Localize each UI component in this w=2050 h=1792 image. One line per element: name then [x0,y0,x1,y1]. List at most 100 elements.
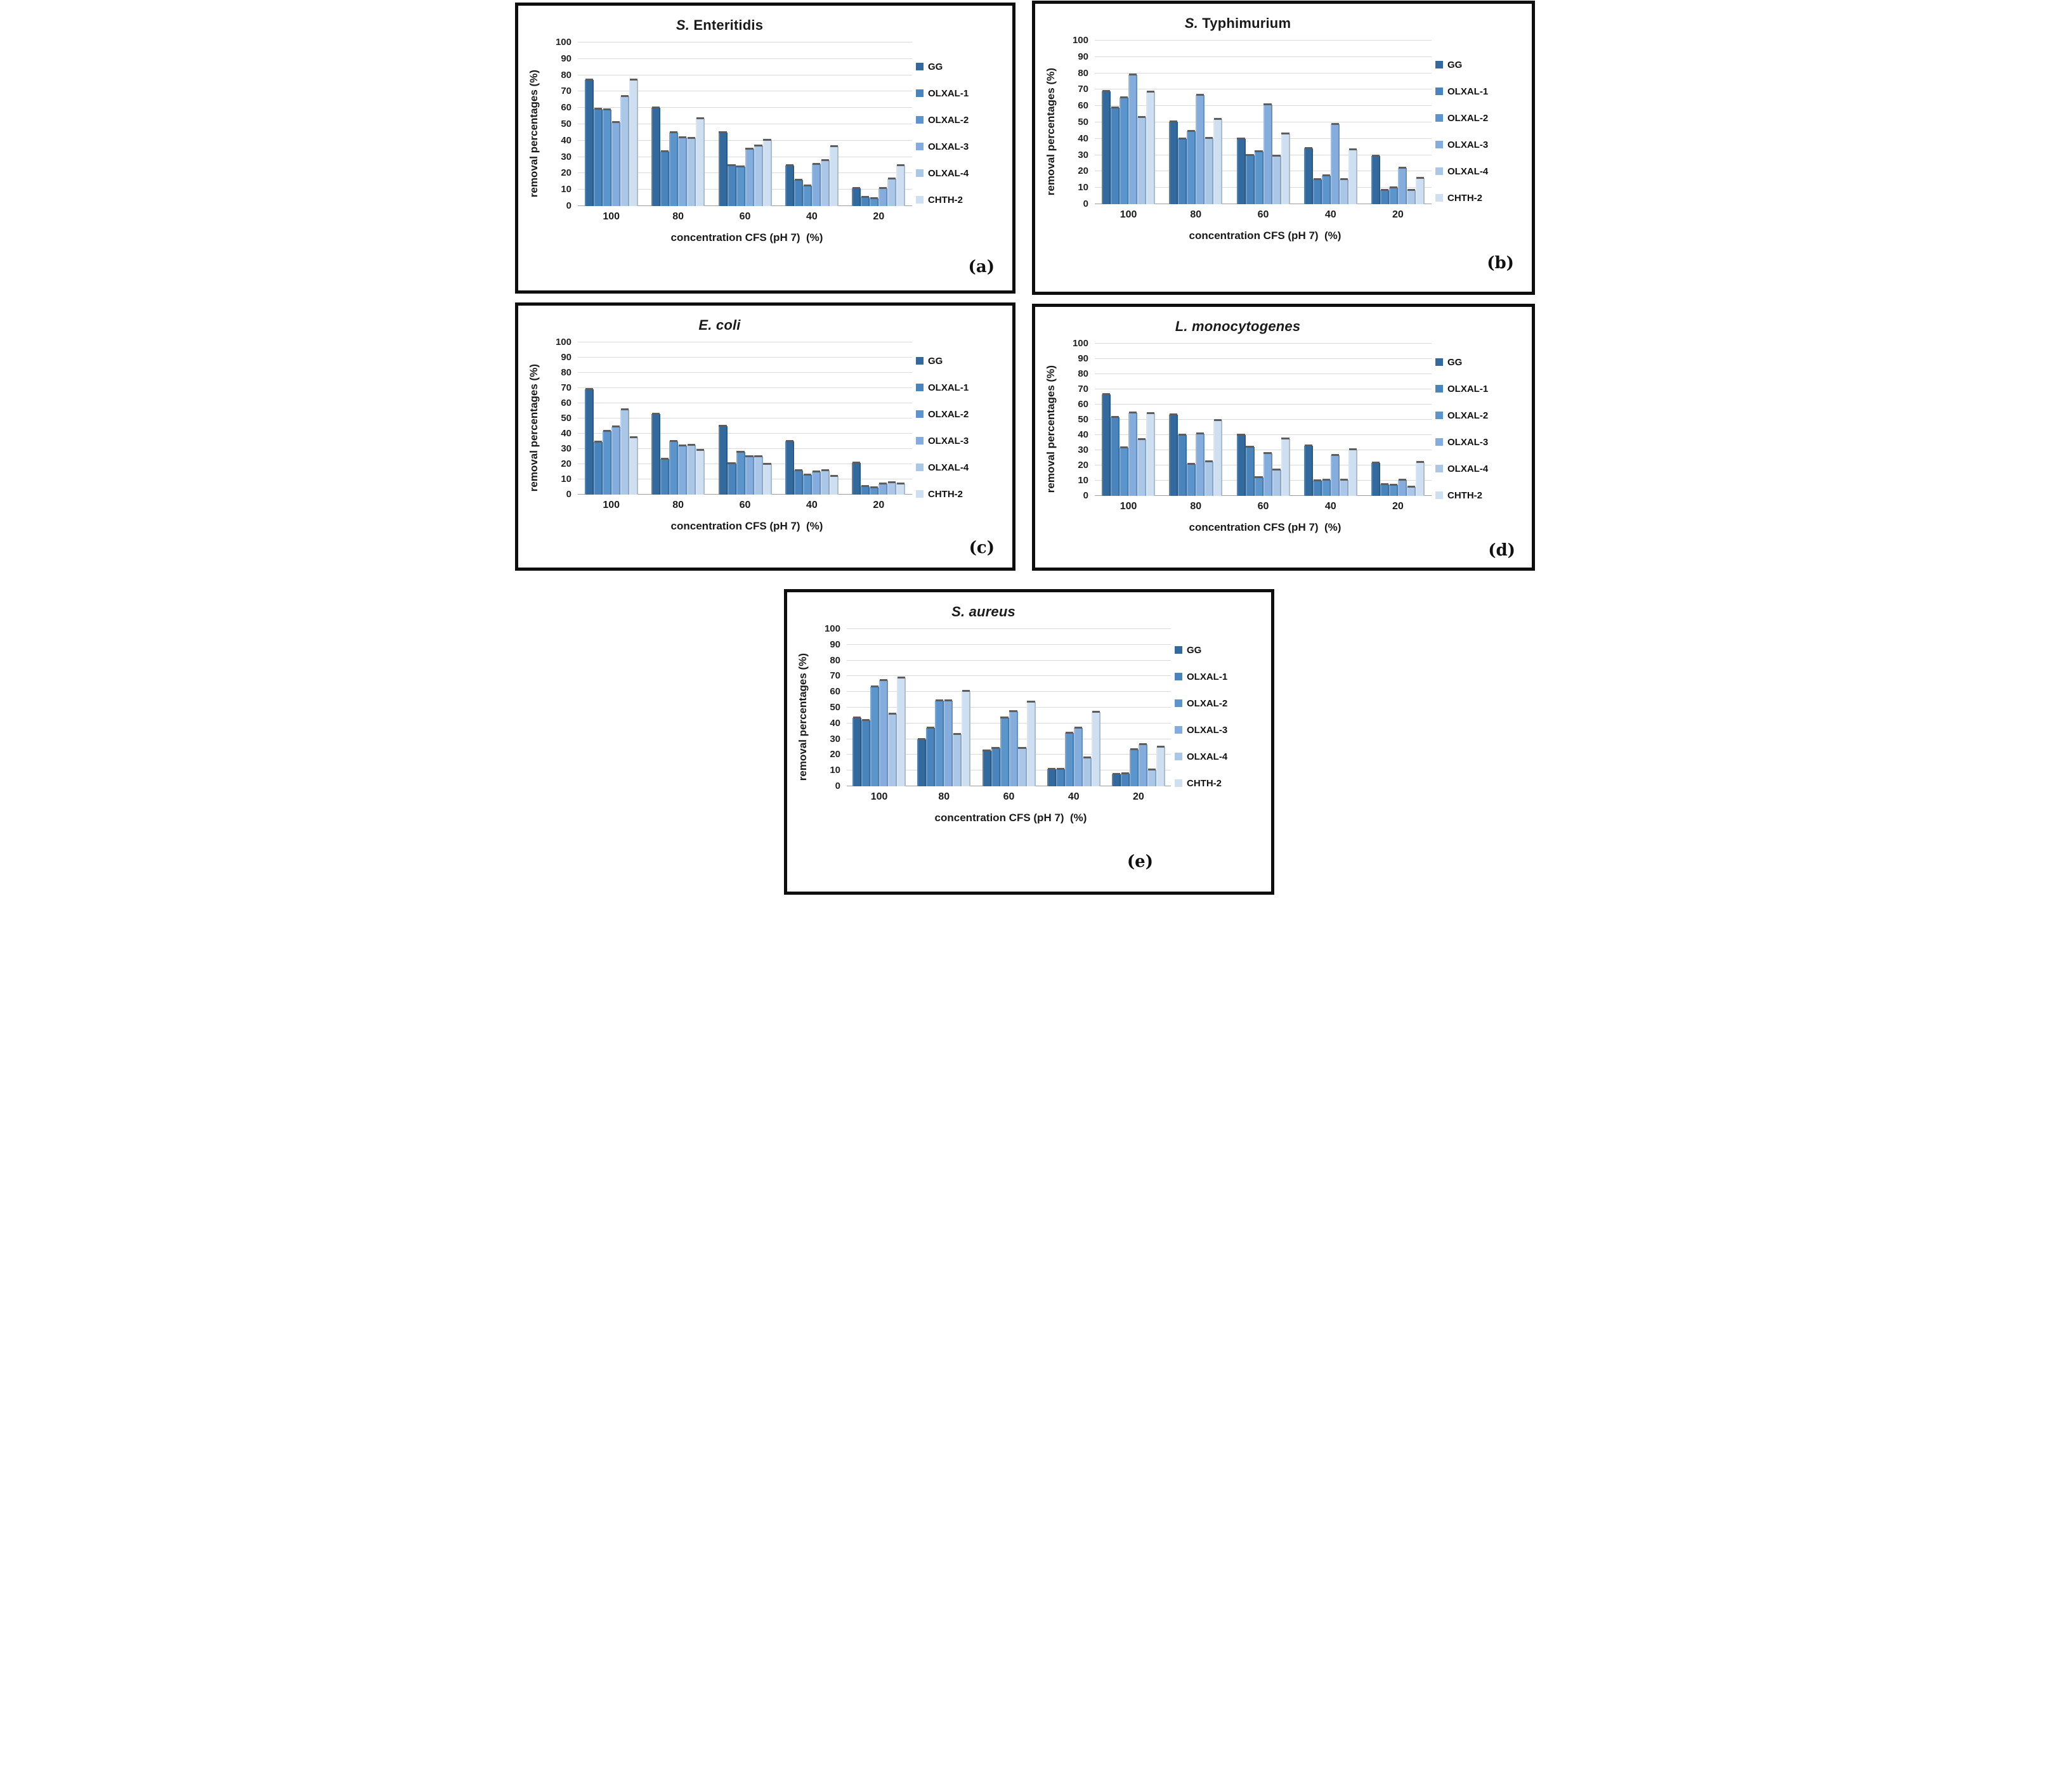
error-bar-cap [1322,174,1330,176]
y-tick-label: 50 [830,702,840,713]
error-bar-cap [1009,710,1017,713]
error-bar-cap [1121,772,1129,775]
bar-chth-2-40 [1348,148,1357,204]
error-bar-cap [927,727,935,729]
bar-olxal-1-80 [660,150,670,206]
bar-chth-2-40 [1348,448,1357,496]
y-tick-label: 70 [561,382,571,393]
bar-chth-2-80 [1213,117,1223,204]
x-tick-label: 60 [1003,791,1015,802]
error-bar-cap [1170,413,1178,415]
plot-column: 0 10 20 30 40 50 60 70 80 90 100 100 80 60 40 20 concent… [814,624,1175,892]
error-bar-cap [728,164,736,166]
bar-olxal-1-100 [1111,106,1120,204]
error-bar-cap [688,136,696,139]
chart-body: removal percentages (%) 0 10 20 30 40 50 60 70 80… [1040,36,1525,292]
legend-swatch-icon [916,490,924,498]
legend-label: GG [1187,644,1202,656]
error-bar-cap [1130,748,1138,750]
legend-item-olxal-2: OLXAL-2 [1435,410,1525,421]
legend-swatch-icon [1435,385,1443,393]
x-tick-label: 60 [739,500,751,510]
error-bar-cap [652,107,660,109]
bar-olxal-4-60 [1272,469,1281,496]
bar-olxal-2-40 [802,184,812,206]
error-bar-cap [1214,419,1222,422]
bar-chth-2-80 [962,689,971,786]
error-bar-cap [603,108,611,110]
legend: GG OLXAL-1 OLXAL-2 OLXAL-3 OLXAL-4 CHTH-2 [916,351,1006,503]
y-tick-label: 40 [1078,429,1088,440]
y-tick-label: 70 [561,86,571,97]
legend-swatch-icon [1175,673,1182,680]
plot-area: 0 10 20 30 40 50 60 70 80 90 100 [556,337,912,500]
error-bar-cap [936,699,944,701]
x-axis-label: concentration CFS (pH 7) (%) [670,231,823,243]
bar-group-40 [778,42,845,206]
legend-label: OLXAL-1 [1187,671,1228,682]
bar-gg-100 [1102,89,1111,204]
bar-olxal-1-60 [1245,446,1255,496]
bar-group-20 [845,42,912,206]
error-bar-cap [1304,444,1312,446]
bar-chth-2-40 [829,475,839,495]
error-bar-cap [1027,701,1035,703]
legend-item-olxal-4: OLXAL-4 [916,462,1006,473]
error-bar-cap [870,486,878,489]
bar-olxal-1-60 [727,462,736,495]
bar-olxal-4-100 [1137,438,1147,496]
legend-swatch-icon [1435,438,1443,446]
bar-olxal-3-80 [1196,94,1205,204]
bar-olxal-1-80 [1178,137,1187,204]
gridline [847,628,1171,629]
y-tick-label: 80 [1078,368,1088,379]
y-tick-label: 30 [1078,149,1088,160]
chart-title-species: S. [676,17,690,33]
x-tick-label: 20 [1133,791,1144,802]
bar-olxal-4-80 [1205,136,1214,204]
bar-group-100 [578,42,644,206]
bar-olxal-2-80 [669,131,679,206]
bar-chart: S. Typhimurium removal percentages (%) 0 10… [1035,4,1532,292]
error-bar-cap [754,455,762,457]
x-tick-labels: 100 80 60 40 20 [578,500,912,511]
error-bar-cap [661,150,669,152]
bar-olxal-1-20 [861,484,870,495]
error-bar-cap [991,747,1000,750]
legend-item-gg: GG [1435,60,1525,70]
error-bar-cap [1304,147,1312,150]
error-bar-cap [594,441,602,443]
y-tick-label: 60 [1078,399,1088,410]
bar-olxal-4-100 [888,712,898,786]
bar-gg-40 [1303,147,1313,204]
bar-groups [847,629,1171,786]
chart-title: E. coli [523,312,916,342]
error-bar-cap [1138,116,1146,119]
x-tick-label: 40 [1324,501,1336,512]
bar-chth-2-60 [1281,133,1290,204]
legend-label: OLXAL-1 [928,88,969,99]
y-tick-label: 0 [1083,198,1088,209]
bar-gg-100 [1102,393,1111,496]
error-bar-cap [1371,462,1380,464]
error-bar-cap [696,449,705,451]
chart-body: removal percentages (%) 0 10 20 30 40 50 60 70 80… [1040,339,1525,568]
error-bar-cap [1196,432,1205,434]
chart-title-species: E. coli [698,317,741,333]
legend-label: OLXAL-4 [1447,463,1489,474]
error-bar-cap [1348,148,1357,150]
y-tick-label: 30 [830,733,840,744]
x-axis-label: concentration CFS (pH 7) (%) [1189,521,1342,533]
bar-group-20 [845,342,912,495]
bar-olxal-4-80 [953,733,962,786]
legend-label: OLXAL-3 [928,435,969,446]
gridline [1095,40,1432,41]
plot-area: 0 10 20 30 40 50 60 70 80 90 100 [1073,339,1432,501]
legend-label: OLXAL-2 [928,114,969,126]
y-tick-label: 90 [1078,51,1088,62]
bar-group-80 [911,629,976,786]
legend-item-gg: GG [1175,645,1265,656]
y-tick-label: 40 [561,134,571,146]
y-tick-label: 60 [561,102,571,114]
error-bar-cap [1147,768,1156,770]
